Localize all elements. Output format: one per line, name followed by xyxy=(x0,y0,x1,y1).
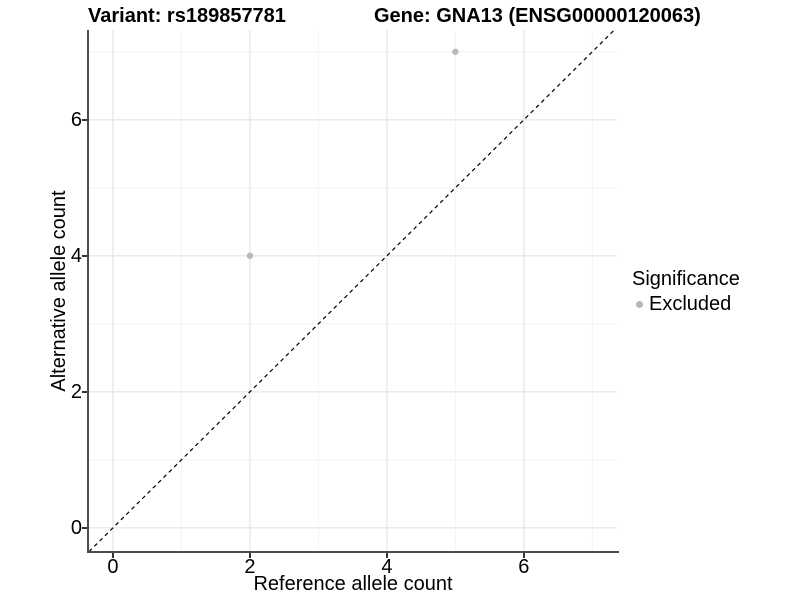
data-point xyxy=(246,252,254,259)
legend: Significance Excluded xyxy=(632,268,740,315)
scatter-plot-canvas xyxy=(89,30,617,553)
data-point xyxy=(452,48,459,55)
y-axis-line xyxy=(87,30,89,553)
x-tick-label: 2 xyxy=(244,556,256,578)
y-tick-label: 6 xyxy=(70,108,82,131)
x-tick-label: 6 xyxy=(518,556,530,578)
x-axis-title: Reference allele count xyxy=(253,573,453,595)
x-tick-mark xyxy=(111,553,114,558)
plot-title-variant: Variant: rs189857781 xyxy=(88,5,286,27)
x-tick-label: 0 xyxy=(107,556,119,578)
legend-title: Significance xyxy=(632,268,740,290)
x-tick-mark xyxy=(248,553,251,558)
y-tick-label: 0 xyxy=(70,516,82,539)
legend-item-excluded: Excluded xyxy=(632,293,740,315)
legend-point-icon xyxy=(636,300,643,308)
identity-dashed-line xyxy=(89,30,615,553)
y-tick-mark xyxy=(82,526,87,529)
y-tick-mark xyxy=(82,254,87,257)
y-tick-mark xyxy=(82,390,87,393)
x-tick-mark xyxy=(385,553,388,558)
plot-title-gene: Gene: GNA13 (ENSG00000120063) xyxy=(374,5,701,27)
y-tick-label: 4 xyxy=(70,244,82,267)
x-axis-line xyxy=(87,551,619,553)
plot-panel xyxy=(89,30,617,553)
x-tick-mark xyxy=(522,553,525,558)
y-axis-title: Alternative allele count xyxy=(48,190,70,392)
y-tick-label: 2 xyxy=(70,380,82,403)
y-tick-mark xyxy=(82,118,87,121)
x-tick-label: 4 xyxy=(381,556,393,578)
legend-item-label: Excluded xyxy=(649,293,732,315)
